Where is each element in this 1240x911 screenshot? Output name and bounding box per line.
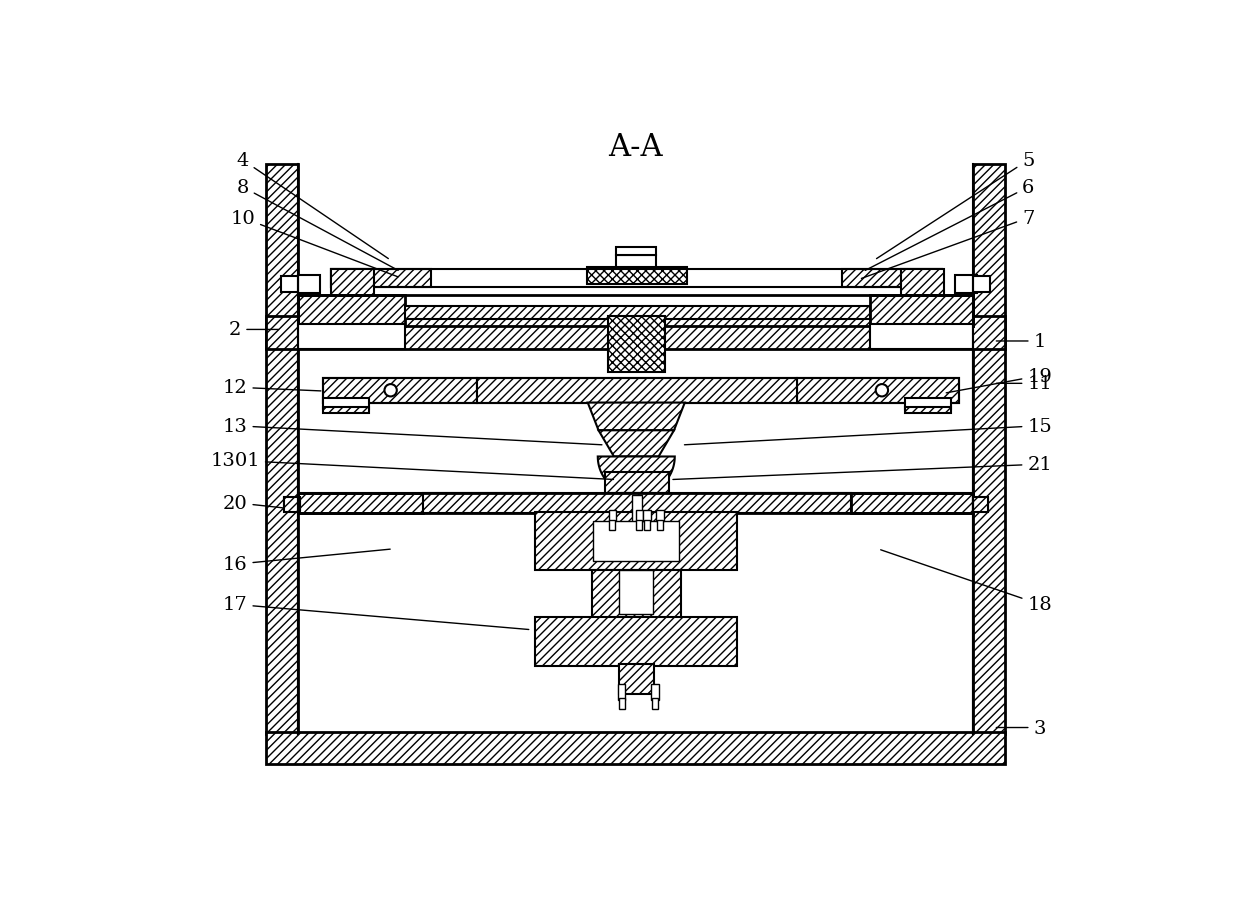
Polygon shape: [598, 457, 675, 496]
Text: 1301: 1301: [211, 452, 614, 480]
Bar: [477, 379, 797, 404]
Bar: [619, 571, 653, 614]
Text: 17: 17: [223, 596, 528, 630]
Bar: [265, 165, 299, 734]
Bar: [609, 521, 615, 530]
Circle shape: [875, 384, 888, 397]
Text: 7: 7: [862, 210, 1034, 279]
Text: 2: 2: [229, 321, 279, 339]
Text: 20: 20: [223, 494, 283, 512]
Circle shape: [384, 384, 397, 397]
Text: 21: 21: [673, 456, 1052, 480]
Bar: [609, 511, 616, 522]
Bar: [284, 497, 300, 512]
Bar: [331, 270, 432, 288]
Bar: [972, 497, 988, 512]
Bar: [331, 270, 373, 297]
Text: 8: 8: [237, 179, 398, 271]
Bar: [299, 324, 404, 349]
Bar: [281, 277, 299, 292]
Text: 3: 3: [996, 719, 1047, 737]
Text: 4: 4: [237, 152, 388, 260]
Text: 16: 16: [223, 549, 391, 574]
Bar: [869, 295, 972, 326]
Text: 13: 13: [223, 417, 601, 445]
Bar: [299, 295, 972, 326]
Bar: [972, 498, 988, 511]
Bar: [644, 521, 650, 530]
Bar: [618, 685, 625, 700]
Bar: [322, 379, 477, 404]
Polygon shape: [599, 431, 675, 457]
Bar: [299, 494, 972, 514]
Bar: [331, 270, 942, 288]
Bar: [605, 473, 670, 494]
Bar: [901, 270, 944, 297]
Text: 10: 10: [231, 210, 398, 278]
Bar: [404, 306, 869, 320]
Bar: [536, 512, 737, 571]
Text: 19: 19: [946, 367, 1053, 394]
Bar: [608, 317, 665, 373]
Bar: [851, 494, 972, 514]
Bar: [842, 270, 942, 288]
Bar: [616, 255, 656, 268]
Text: 6: 6: [866, 179, 1034, 271]
Bar: [657, 521, 663, 530]
Text: 18: 18: [880, 550, 1052, 614]
Bar: [652, 699, 658, 710]
Text: A-A: A-A: [608, 132, 663, 163]
Bar: [631, 496, 642, 556]
Bar: [605, 552, 670, 567]
Bar: [797, 379, 959, 404]
Bar: [423, 494, 851, 514]
Bar: [536, 617, 737, 666]
Bar: [265, 317, 1006, 349]
Bar: [905, 408, 951, 414]
Polygon shape: [588, 404, 684, 431]
Bar: [656, 511, 663, 522]
Bar: [265, 732, 1006, 764]
Bar: [299, 275, 320, 294]
Bar: [284, 498, 300, 511]
Text: 1: 1: [996, 333, 1045, 351]
Text: 15: 15: [684, 417, 1052, 445]
Text: 12: 12: [223, 379, 321, 397]
Bar: [591, 571, 681, 619]
Bar: [616, 248, 656, 255]
Bar: [322, 408, 370, 414]
Bar: [622, 494, 652, 557]
Bar: [322, 379, 959, 404]
Bar: [619, 699, 625, 710]
Bar: [636, 521, 642, 530]
Bar: [322, 398, 370, 409]
Bar: [972, 165, 1006, 734]
Bar: [635, 511, 644, 522]
Bar: [905, 398, 951, 409]
Bar: [972, 277, 990, 292]
Bar: [644, 511, 651, 522]
Bar: [869, 324, 972, 349]
Bar: [619, 665, 653, 694]
Bar: [955, 275, 977, 294]
Bar: [299, 295, 404, 326]
Bar: [593, 522, 680, 561]
Bar: [299, 494, 423, 514]
Text: 11: 11: [996, 375, 1052, 393]
Bar: [587, 268, 687, 284]
Bar: [651, 685, 658, 700]
Text: 5: 5: [877, 152, 1034, 260]
